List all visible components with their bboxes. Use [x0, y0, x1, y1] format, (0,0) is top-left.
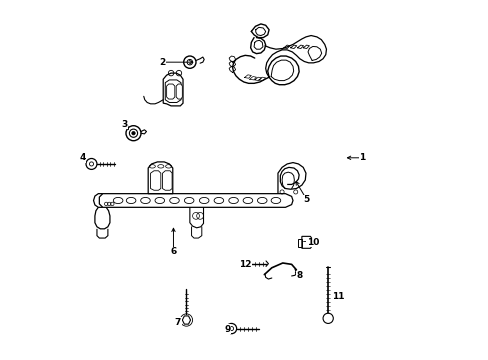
Text: 4: 4: [79, 153, 85, 162]
Polygon shape: [166, 84, 175, 99]
Text: 2: 2: [159, 58, 165, 67]
Text: 5: 5: [303, 195, 309, 204]
Text: 7: 7: [174, 318, 181, 327]
Text: 10: 10: [306, 238, 318, 247]
Text: 6: 6: [170, 247, 176, 256]
Polygon shape: [162, 171, 172, 190]
Polygon shape: [165, 80, 181, 103]
Polygon shape: [176, 84, 182, 99]
Circle shape: [132, 131, 135, 135]
Text: 3: 3: [121, 120, 127, 129]
Text: 9: 9: [224, 325, 230, 334]
Polygon shape: [150, 171, 161, 190]
Text: 11: 11: [331, 292, 344, 301]
Text: 1: 1: [359, 153, 365, 162]
Text: 12: 12: [239, 260, 251, 269]
Text: 8: 8: [296, 271, 303, 280]
